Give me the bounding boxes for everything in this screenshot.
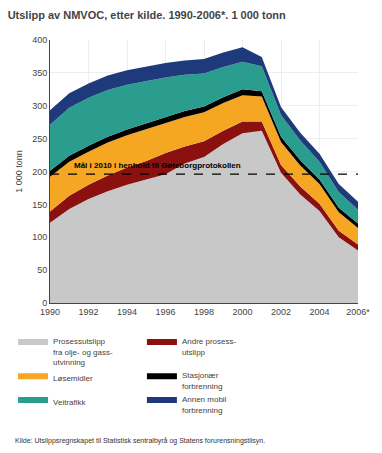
- svg-text:Kilde: Utslippsregnskapet til: Kilde: Utslippsregnskapet til Statistisk…: [15, 437, 265, 445]
- svg-text:1998: 1998: [194, 307, 214, 317]
- svg-text:1 000 tonn: 1 000 tonn: [14, 150, 24, 193]
- svg-text:100: 100: [32, 232, 47, 242]
- svg-text:2000: 2000: [232, 307, 252, 317]
- svg-text:200: 200: [32, 167, 47, 177]
- svg-text:Mål i 2010 i henhold til Gøteb: Mål i 2010 i henhold til Gøteborgprotoko…: [74, 161, 241, 170]
- svg-text:0: 0: [42, 298, 47, 308]
- svg-text:350: 350: [32, 68, 47, 78]
- svg-text:250: 250: [32, 134, 47, 144]
- svg-text:Veitrafikk: Veitrafikk: [53, 398, 86, 407]
- svg-text:Stasjonærforbrenning: Stasjonærforbrenning: [182, 371, 222, 390]
- svg-text:2002: 2002: [271, 307, 291, 317]
- svg-text:2004: 2004: [309, 307, 329, 317]
- svg-text:300: 300: [32, 101, 47, 111]
- svg-text:Prosessutslippfra olje- og gas: Prosessutslippfra olje- og gass-utvinnin…: [53, 337, 113, 367]
- svg-text:1992: 1992: [78, 307, 98, 317]
- svg-text:Utslipp av NMVOC, etter kilde.: Utslipp av NMVOC, etter kilde. 1990-2006…: [8, 9, 286, 21]
- svg-text:50: 50: [37, 265, 47, 275]
- svg-text:1990: 1990: [40, 307, 60, 317]
- svg-text:Annen mobilforbrenning: Annen mobilforbrenning: [182, 395, 227, 414]
- svg-text:400: 400: [32, 35, 47, 45]
- svg-text:1994: 1994: [117, 307, 137, 317]
- svg-text:2006*: 2006*: [346, 307, 370, 317]
- svg-text:Andre prosess-utslipp: Andre prosess-utslipp: [182, 337, 237, 356]
- svg-text:150: 150: [32, 200, 47, 210]
- svg-text:Løsemidler: Løsemidler: [53, 374, 93, 383]
- svg-text:1996: 1996: [155, 307, 175, 317]
